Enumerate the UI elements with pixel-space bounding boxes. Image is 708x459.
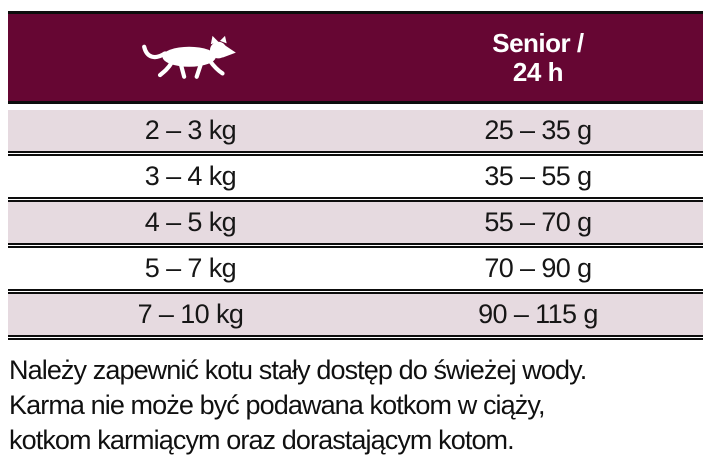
- row-divider: [8, 197, 703, 202]
- note-line: Karma nie może być podawana kotkom w cią…: [9, 390, 545, 420]
- amount-cell: 70 – 90 g: [484, 253, 592, 283]
- cat-icon: [142, 35, 237, 79]
- table-header: Senior / 24 h: [8, 14, 703, 101]
- header-icon-cell: [8, 14, 373, 101]
- weight-cell: 2 – 3 kg: [144, 115, 237, 145]
- row-divider: [8, 289, 703, 294]
- table-row: 3 – 4 kg 35 – 55 g: [8, 156, 703, 197]
- header-top-rule: [8, 11, 703, 14]
- weight-cell: 3 – 4 kg: [144, 161, 237, 191]
- row-divider: [8, 243, 703, 248]
- note-line: kotkom karmiącym oraz dorastającym kotom…: [9, 425, 515, 455]
- weight-cell: 5 – 7 kg: [144, 253, 237, 283]
- amount-cell: 25 – 35 g: [484, 115, 592, 145]
- row-divider: [8, 151, 703, 156]
- table-bottom-rule: [8, 335, 703, 340]
- header-title-cell: Senior / 24 h: [373, 14, 703, 101]
- amount-cell: 90 – 115 g: [478, 299, 598, 329]
- note-line: Należy zapewnić kotu stały dostęp do świ…: [9, 355, 587, 385]
- weight-cell: 7 – 10 kg: [137, 299, 244, 329]
- weight-cell: 4 – 5 kg: [144, 207, 237, 237]
- table-row: 7 – 10 kg 90 – 115 g: [8, 294, 703, 335]
- header-table-gap: [8, 104, 703, 110]
- feeding-note: Należy zapewnić kotu stały dostęp do świ…: [9, 353, 703, 458]
- table-row: 5 – 7 kg 70 – 90 g: [8, 248, 703, 289]
- table-row: 2 – 3 kg 25 – 35 g: [8, 110, 703, 151]
- header-title-line2: 24 h: [512, 56, 564, 87]
- amount-cell: 35 – 55 g: [484, 161, 592, 191]
- header-title-line1: Senior /: [492, 27, 584, 58]
- header-bottom-rule: [8, 101, 703, 104]
- table-row: 4 – 5 kg 55 – 70 g: [8, 202, 703, 243]
- amount-cell: 55 – 70 g: [484, 207, 592, 237]
